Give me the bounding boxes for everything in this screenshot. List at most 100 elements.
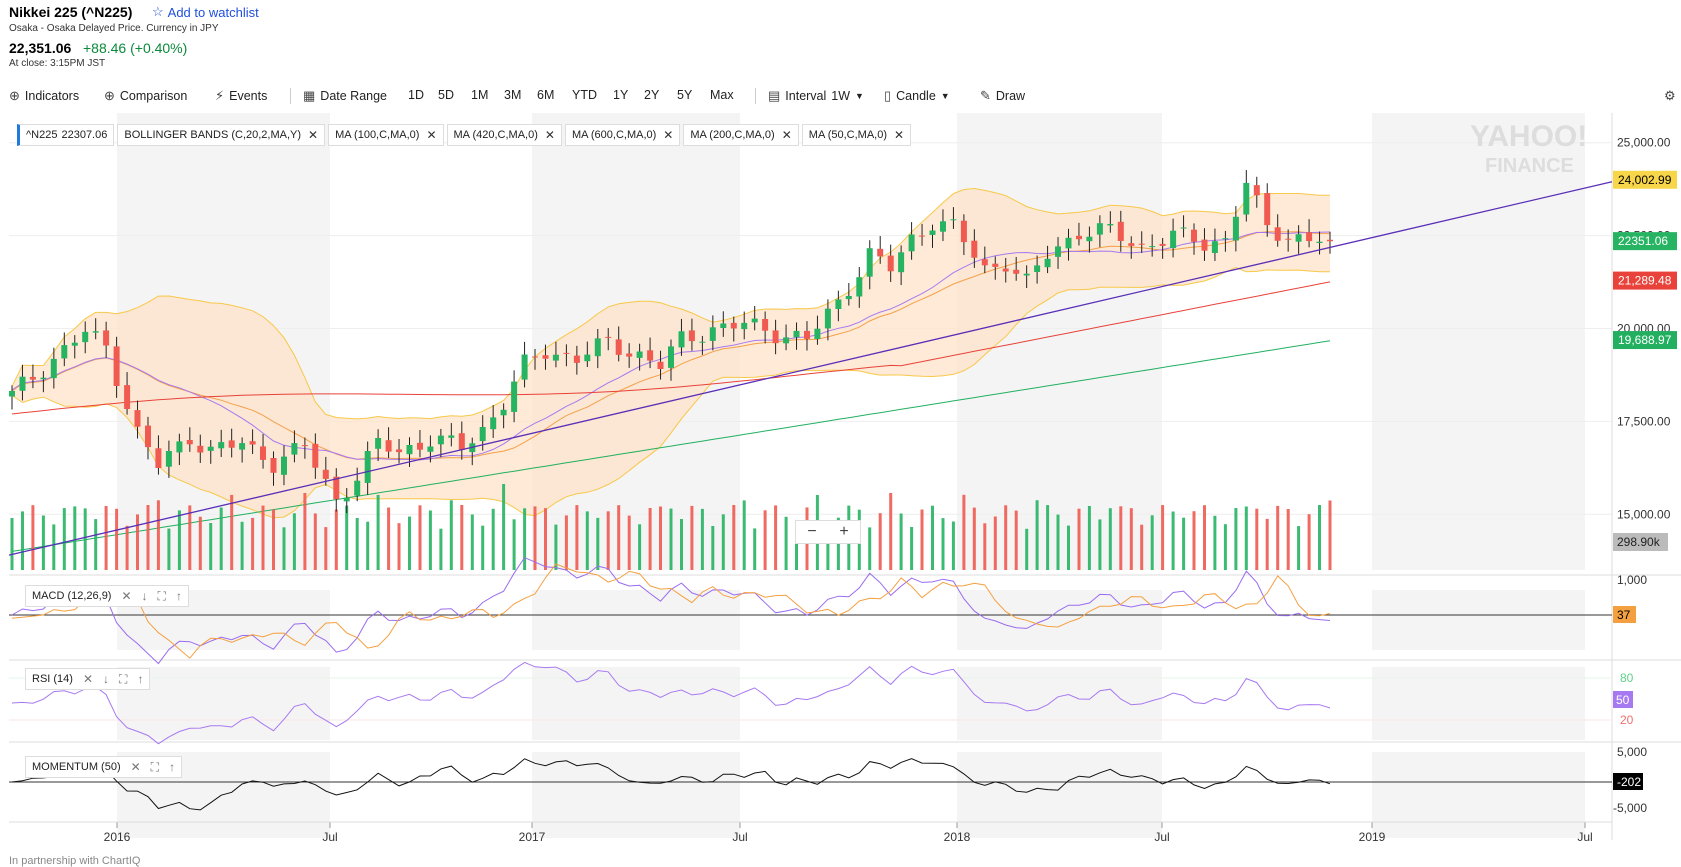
ma100-line xyxy=(11,281,1331,415)
candle xyxy=(552,341,559,368)
candle xyxy=(594,328,601,369)
zoom-out-button[interactable]: − xyxy=(807,523,817,540)
close-time: At close: 3:15PM JST xyxy=(9,58,106,69)
range-5y[interactable]: 5Y xyxy=(677,88,692,102)
macd-panel-tag[interactable]: MACD (12,26,9) ✕ ↓ ⛶ ↑ xyxy=(25,585,189,607)
volume-bar xyxy=(669,508,673,570)
close-icon[interactable]: ✕ xyxy=(894,128,905,142)
volume-bar xyxy=(690,505,694,570)
range-1m[interactable]: 1M xyxy=(471,88,488,102)
range-max[interactable]: Max xyxy=(710,88,734,102)
candle xyxy=(1055,237,1061,269)
candle-body xyxy=(940,221,946,232)
candle xyxy=(1327,231,1333,254)
settings-button[interactable]: ⚙ xyxy=(1664,88,1676,104)
arrow-up-icon[interactable]: ↑ xyxy=(137,672,144,686)
range-6m[interactable]: 6M xyxy=(537,88,554,102)
expand-icon[interactable]: ⛶ xyxy=(157,588,166,603)
chart-type-button[interactable]: ▯ Candle ▼ xyxy=(884,88,950,104)
close-icon[interactable]: ✕ xyxy=(82,672,94,686)
range-1d[interactable]: 1D xyxy=(408,88,424,102)
volume-bar xyxy=(1223,524,1227,570)
candle-body xyxy=(301,445,308,447)
ma50-tag[interactable]: MA (50,C,MA,0) ✕ xyxy=(801,124,912,146)
arrow-up-icon[interactable]: ↑ xyxy=(175,589,182,603)
candle xyxy=(29,364,36,389)
range-5d[interactable]: 5D xyxy=(438,88,454,102)
volume-bar xyxy=(334,509,338,570)
close-icon[interactable]: ✕ xyxy=(663,128,674,142)
candle xyxy=(856,266,863,308)
candle-body xyxy=(1285,238,1292,240)
candle-body xyxy=(1316,241,1323,243)
candle-body xyxy=(981,259,988,266)
arrow-up-icon[interactable]: ↑ xyxy=(169,760,176,774)
close-icon[interactable]: ✕ xyxy=(426,128,437,142)
close-icon[interactable]: ✕ xyxy=(130,760,141,774)
arrow-down-icon[interactable]: ↓ xyxy=(141,589,148,603)
volume-bar xyxy=(408,516,411,570)
volume-bar xyxy=(993,516,997,570)
ma600-tag[interactable]: MA (600,C,MA,0) ✕ xyxy=(564,124,681,146)
candle-body xyxy=(584,354,591,362)
candle xyxy=(134,400,141,439)
candle xyxy=(291,430,298,463)
close-icon[interactable]: ✕ xyxy=(781,128,792,142)
chart-toolbar: ⊕ Indicators ⊕ Comparison ⚡︎ Events ▦ Date R… xyxy=(0,84,1681,108)
bollinger-tag[interactable]: BOLLINGER BANDS (C,20,2,MA,Y) ✕ xyxy=(117,124,326,146)
x-tick-label: 2019 xyxy=(1359,830,1386,844)
candle xyxy=(992,256,999,280)
candle xyxy=(772,319,779,355)
candle-body xyxy=(960,220,967,243)
rsi-panel-tag[interactable]: RSI (14) ✕ ↓ ⛶ ↑ xyxy=(25,668,151,690)
candle xyxy=(762,311,769,344)
volume-bar xyxy=(1171,511,1175,570)
candle xyxy=(1159,237,1166,259)
candle xyxy=(490,405,497,438)
volume-bar xyxy=(1318,505,1321,570)
study-label: MA (50,C,MA,0) xyxy=(808,129,888,141)
events-button[interactable]: ⚡︎ Events xyxy=(215,88,267,104)
candle xyxy=(82,321,89,354)
candle-body xyxy=(500,409,507,416)
momentum-panel-tag[interactable]: MOMENTUM (50) ✕ ⛶ ↑ xyxy=(25,756,183,778)
y-tick-label: 25,000.00 xyxy=(1617,136,1671,150)
volume-label-text: 298.90k xyxy=(1617,535,1661,549)
indicators-button[interactable]: ⊕ Indicators xyxy=(9,88,79,104)
candle-body xyxy=(312,443,319,468)
ma420-tag[interactable]: MA (420,C,MA,0) ✕ xyxy=(446,124,562,146)
candle-body xyxy=(437,435,444,445)
interval-button[interactable]: ▤ Interval 1W ▼ xyxy=(768,88,864,104)
range-1y[interactable]: 1Y xyxy=(613,88,628,102)
candle-body xyxy=(364,451,371,483)
volume-bar xyxy=(680,519,683,570)
arrow-down-icon[interactable]: ↓ xyxy=(103,672,110,686)
range-2y[interactable]: 2Y xyxy=(644,88,659,102)
comparison-button[interactable]: ⊕ Comparison xyxy=(104,88,187,104)
ma200-tag[interactable]: MA (200,C,MA,0) ✕ xyxy=(683,124,799,146)
draw-button[interactable]: ✎ Draw xyxy=(980,88,1025,104)
close-icon[interactable]: ✕ xyxy=(121,589,132,603)
date-range-button[interactable]: ▦ Date Range xyxy=(303,88,387,104)
close-icon[interactable]: ✕ xyxy=(544,128,555,142)
candle-body xyxy=(1295,234,1302,242)
expand-icon[interactable]: ⛶ xyxy=(119,671,128,686)
price-label-text: 19,688.97 xyxy=(1618,333,1672,347)
close-icon[interactable]: ✕ xyxy=(308,128,319,142)
volume-bar xyxy=(1265,518,1269,570)
draw-label: Draw xyxy=(995,89,1026,103)
range-ytd[interactable]: YTD xyxy=(572,88,597,102)
symbol-tag[interactable]: ^N225 22307.06 xyxy=(17,124,115,146)
ma100-tag[interactable]: MA (100,C,MA,0) ✕ xyxy=(328,124,444,146)
zoom-in-button[interactable]: + xyxy=(839,523,849,540)
volume-bar xyxy=(711,526,715,570)
add-to-watchlist-button[interactable]: ☆ Add to watchlist xyxy=(152,4,259,20)
expand-icon[interactable]: ⛶ xyxy=(150,759,160,774)
candle-body xyxy=(50,358,57,379)
candle-body xyxy=(1159,243,1166,246)
candle xyxy=(1243,170,1250,222)
candle xyxy=(783,324,790,351)
volume-bar xyxy=(481,525,485,570)
range-3m[interactable]: 3M xyxy=(504,88,521,102)
